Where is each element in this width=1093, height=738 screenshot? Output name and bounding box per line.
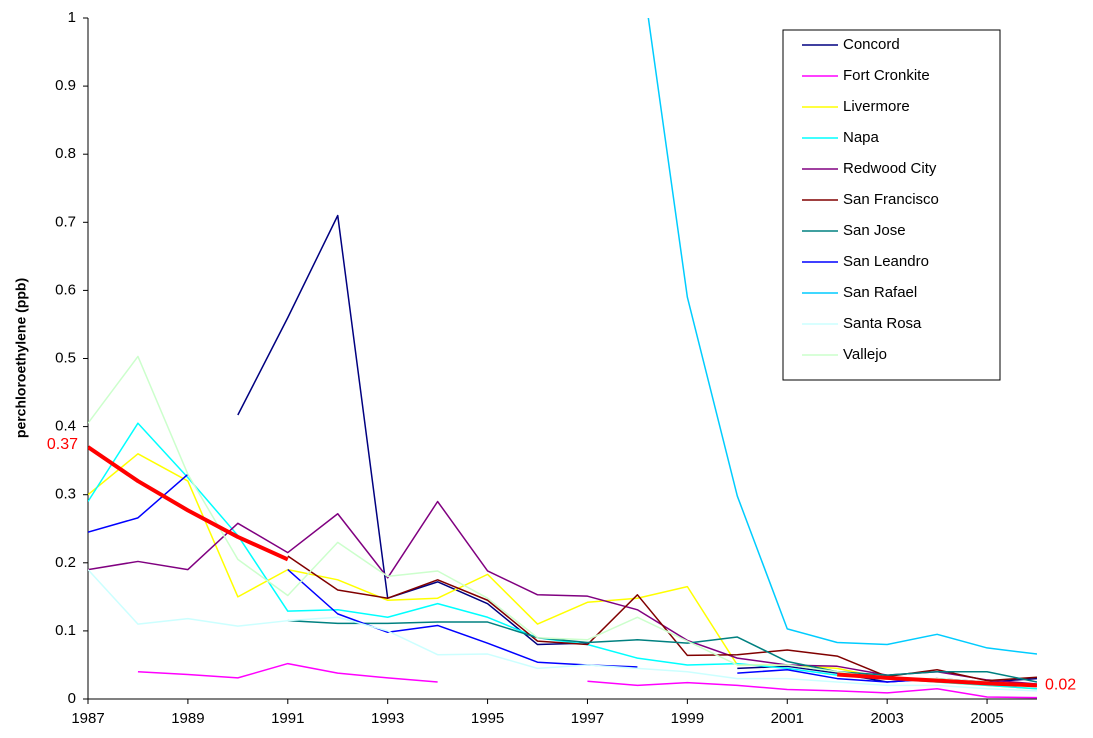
series-line xyxy=(137,662,1037,699)
y-tick-label: 1 xyxy=(68,9,76,26)
y-axis-label: perchloroethylene (ppb) xyxy=(13,278,29,438)
x-tick-label: 1999 xyxy=(671,710,704,727)
series-line xyxy=(287,619,1037,683)
y-tick-label: 0 xyxy=(68,690,76,707)
x-tick-label: 1993 xyxy=(371,710,404,727)
x-tick-label: 1995 xyxy=(471,710,504,727)
y-tick-label: 0.3 xyxy=(55,486,76,503)
legend-label: Concord xyxy=(843,36,900,53)
series-line xyxy=(88,422,1037,690)
x-tick-label: 1989 xyxy=(171,710,204,727)
legend-label: San Rafael xyxy=(843,284,917,301)
y-tick-label: 0.4 xyxy=(55,418,76,435)
value-label: 0.37 xyxy=(47,436,78,453)
series-line xyxy=(88,569,1037,692)
plot-area xyxy=(88,18,1037,699)
legend-label: Napa xyxy=(843,129,880,146)
series-line xyxy=(88,453,1037,690)
series-line xyxy=(647,18,1037,655)
legend-label: Vallejo xyxy=(843,346,887,363)
series-line xyxy=(88,500,1037,685)
series-line xyxy=(88,355,1037,687)
value-label: 0.02 xyxy=(1045,677,1076,694)
legend-label: Redwood City xyxy=(843,160,937,177)
legend-label: Fort Cronkite xyxy=(843,67,930,84)
y-tick-label: 0.6 xyxy=(55,281,76,298)
series-line xyxy=(88,445,1037,688)
y-tick-label: 0.9 xyxy=(55,77,76,94)
legend-label: Santa Rosa xyxy=(843,315,922,332)
x-tick-label: 2001 xyxy=(771,710,804,727)
y-tick-label: 0.2 xyxy=(55,554,76,571)
y-tick-label: 0.7 xyxy=(55,213,76,230)
y-tick-label: 0.8 xyxy=(55,145,76,162)
x-tick-label: 1991 xyxy=(271,710,304,727)
legend-label: San Leandro xyxy=(843,253,929,270)
x-tick-label: 1997 xyxy=(571,710,604,727)
x-tick-label: 2003 xyxy=(870,710,903,727)
series-line xyxy=(88,473,938,683)
x-tick-label: 2005 xyxy=(970,710,1003,727)
y-tick-label: 0.5 xyxy=(55,349,76,366)
x-tick-label: 1987 xyxy=(71,710,104,727)
legend-label: Livermore xyxy=(843,98,910,115)
y-tick-label: 0.1 xyxy=(55,622,76,639)
legend-label: San Jose xyxy=(843,222,906,239)
legend xyxy=(782,29,1001,381)
legend-label: San Francisco xyxy=(843,191,939,208)
